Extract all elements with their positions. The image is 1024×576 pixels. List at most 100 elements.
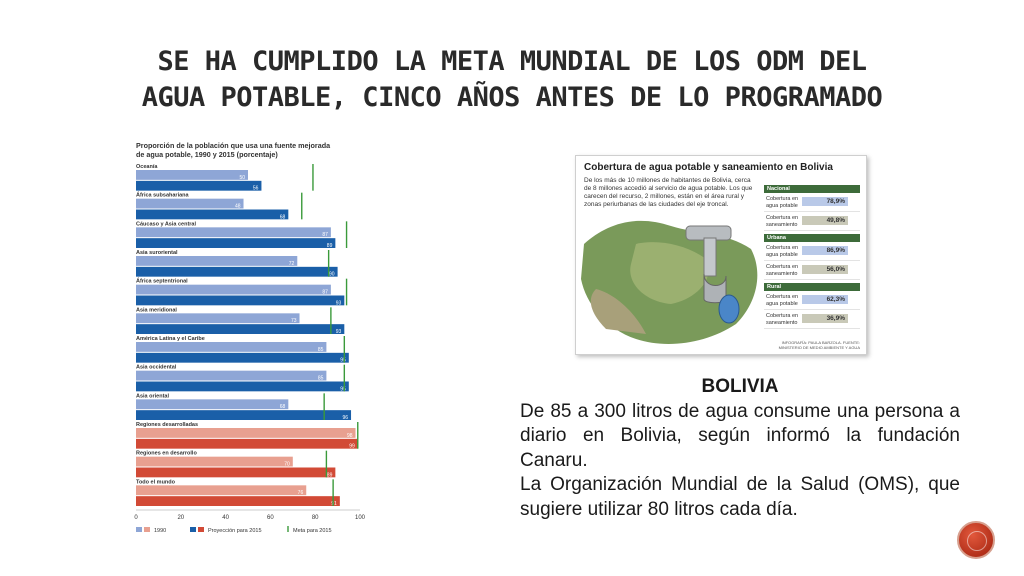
x-tick-label: 20 bbox=[177, 515, 184, 521]
bar-2015 bbox=[136, 324, 345, 334]
bolivia-map-faucet-illustration bbox=[581, 220, 758, 344]
infographic-title: Cobertura de agua potable y saneamiento … bbox=[584, 162, 833, 173]
bar-2015 bbox=[136, 295, 345, 306]
stat-row: Cobertura en agua potable 86,9% bbox=[764, 242, 860, 261]
category-label: África subsahariana bbox=[136, 192, 190, 199]
body-text: BOLIVIA De 85 a 300 litros de agua consu… bbox=[520, 375, 960, 522]
legend-label-target: Meta para 2015 bbox=[293, 528, 332, 534]
data-label-1990: 68 bbox=[280, 404, 286, 410]
chart-title-line-2: de agua potable, 1990 y 2015 (porcentaje… bbox=[136, 150, 278, 159]
legend-swatch-2015-red bbox=[198, 527, 204, 532]
chart-svg: Proporción de la población que usa una f… bbox=[134, 141, 366, 534]
category-label: Oceanía bbox=[136, 164, 158, 170]
bar-1990 bbox=[136, 342, 327, 352]
bar-1990 bbox=[136, 227, 331, 238]
x-tick-label: 100 bbox=[355, 515, 366, 521]
stat-row: Cobertura en saneamiento 36,9% bbox=[764, 310, 860, 329]
slide-title: SE HA CUMPLIDO LA META MUNDIAL DE LOS OD… bbox=[60, 44, 964, 116]
data-label-2015: 89 bbox=[327, 243, 333, 249]
stat-label: Cobertura en agua potable bbox=[766, 245, 799, 258]
data-label-1990: 87 bbox=[322, 232, 328, 238]
data-label-2015: 56 bbox=[253, 186, 259, 192]
stat-label: Cobertura en agua potable bbox=[766, 294, 799, 307]
stat-group-label: Urbana bbox=[764, 234, 860, 242]
bar-1990 bbox=[136, 284, 331, 295]
bar-1990 bbox=[136, 256, 298, 266]
category-label: Asia occidental bbox=[136, 365, 177, 371]
bar-2015 bbox=[136, 266, 338, 277]
data-label-1990: 85 bbox=[318, 376, 324, 382]
data-label-1990: 48 bbox=[235, 204, 241, 210]
bar-1990 bbox=[136, 428, 356, 438]
category-label: Todo el mundo bbox=[136, 479, 176, 485]
bar-1990 bbox=[136, 313, 300, 324]
stat-value: 36,9% bbox=[802, 314, 848, 323]
legend-swatch-2015-blue bbox=[190, 527, 196, 532]
data-label-2015: 93 bbox=[336, 329, 342, 335]
data-label-1990: 70 bbox=[284, 462, 290, 468]
data-label-2015: 89 bbox=[327, 472, 333, 478]
bar-2015 bbox=[136, 352, 349, 363]
bar-2015 bbox=[136, 238, 336, 248]
data-label-2015: 99 bbox=[349, 444, 355, 450]
stat-value: 62,3% bbox=[802, 295, 848, 304]
bar-2015 bbox=[136, 209, 289, 220]
bar-1990 bbox=[136, 399, 289, 410]
bar-1990 bbox=[136, 198, 244, 209]
stat-row: Cobertura en agua potable 62,3% bbox=[764, 291, 860, 310]
bar-1990 bbox=[136, 485, 307, 496]
slide-title-line-2: AGUA POTABLE, CINCO AÑOS ANTES DE LO PRO… bbox=[141, 82, 883, 113]
stat-label: Cobertura en agua potable bbox=[766, 196, 799, 209]
bar-2015 bbox=[136, 438, 358, 449]
category-label: Asia oriental bbox=[136, 393, 169, 399]
category-label: África septentrional bbox=[136, 278, 188, 285]
coverage-stats: Nacional Cobertura en agua potable 78,9% … bbox=[764, 182, 860, 329]
data-label-2015: 90 bbox=[329, 272, 335, 278]
x-tick-label: 80 bbox=[312, 515, 319, 521]
body-paragraph-2: La Organización Mundial de la Salud (OMS… bbox=[520, 474, 960, 520]
data-label-1990: 98 bbox=[347, 433, 353, 439]
stat-value: 49,8% bbox=[802, 216, 848, 225]
bar-1990 bbox=[136, 370, 327, 381]
bar-2015 bbox=[136, 467, 336, 478]
category-label: Cáucaso y Asia central bbox=[136, 221, 196, 227]
data-label-2015: 93 bbox=[336, 300, 342, 306]
legend-swatch-1990-red bbox=[144, 527, 150, 532]
stat-row: Cobertura en saneamiento 56,0% bbox=[764, 261, 860, 280]
infographic-description: De los más de 10 millones de habitantes … bbox=[584, 177, 753, 208]
category-label: Regiones desarrolladas bbox=[136, 422, 198, 428]
legend-label-1990: 1990 bbox=[154, 528, 166, 534]
x-tick-label: 60 bbox=[267, 515, 274, 521]
stat-row: Cobertura en agua potable 78,9% bbox=[764, 193, 860, 212]
stat-group-label: Rural bbox=[764, 283, 860, 291]
bolivia-coverage-infographic: Cobertura de agua potable y saneamiento … bbox=[575, 155, 867, 355]
stat-label: Cobertura en saneamiento bbox=[766, 215, 799, 228]
data-label-2015: 95 bbox=[340, 386, 346, 392]
data-label-2015: 91 bbox=[331, 501, 337, 507]
category-label: Asia meridional bbox=[136, 307, 177, 313]
bar-2015 bbox=[136, 180, 262, 191]
x-tick-label: 40 bbox=[222, 515, 229, 521]
body-heading: BOLIVIA bbox=[701, 376, 779, 397]
stat-label: Cobertura en saneamiento bbox=[766, 264, 799, 277]
water-access-chart: Proporción de la población que usa una f… bbox=[128, 128, 368, 538]
category-label: Regiones en desarrollo bbox=[136, 451, 197, 457]
badge-ring-decoration bbox=[967, 531, 987, 551]
stat-value: 56,0% bbox=[802, 265, 848, 274]
data-label-2015: 96 bbox=[342, 415, 348, 421]
category-label: América Latina y el Caribe bbox=[136, 336, 205, 342]
chart-title-line-1: Proporción de la población que usa una f… bbox=[136, 141, 331, 150]
data-label-1990: 72 bbox=[289, 261, 295, 267]
category-label: Asia suroriental bbox=[136, 250, 178, 256]
stat-value: 86,9% bbox=[802, 246, 848, 255]
stat-label: Cobertura en saneamiento bbox=[766, 313, 799, 326]
data-label-1990: 76 bbox=[298, 490, 304, 496]
data-label-1990: 85 bbox=[318, 347, 324, 353]
bar-2015 bbox=[136, 496, 340, 506]
bar-1990 bbox=[136, 456, 293, 467]
stat-row: Cobertura en saneamiento 49,8% bbox=[764, 212, 860, 231]
x-tick-label: 0 bbox=[134, 515, 138, 521]
data-label-1990: 87 bbox=[322, 290, 328, 296]
stat-group-label: Nacional bbox=[764, 185, 860, 193]
data-label-1990: 73 bbox=[291, 318, 297, 324]
